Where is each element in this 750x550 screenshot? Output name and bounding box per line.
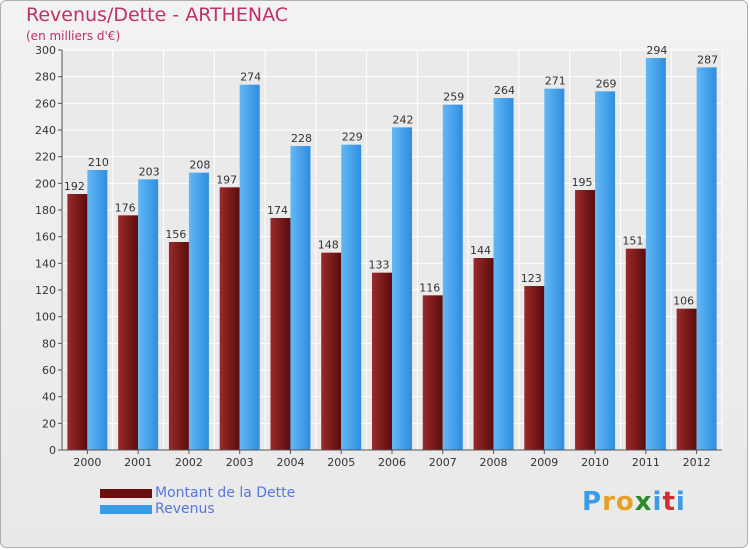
- data-label-debt: 156: [165, 228, 186, 241]
- y-tick-label: 40: [42, 391, 56, 404]
- chart-subtitle: (en milliers d'€): [26, 29, 121, 43]
- data-label-revenue: 264: [494, 84, 515, 97]
- logo-letter: i: [652, 487, 663, 517]
- data-label-debt: 174: [267, 204, 288, 217]
- bar-debt: [473, 258, 494, 450]
- legend: Montant de la Dette Revenus: [100, 485, 295, 517]
- bar-revenue: [645, 58, 666, 450]
- logo-letter: x: [634, 487, 653, 517]
- bar-debt: [118, 215, 139, 450]
- bar-debt: [321, 252, 342, 450]
- logo-letter: P: [582, 487, 603, 517]
- logo-letter: t: [662, 487, 676, 517]
- data-label-revenue: 229: [342, 131, 363, 144]
- y-tick-label: 140: [35, 257, 56, 270]
- bar-debt: [422, 295, 443, 450]
- y-tick-label: 160: [35, 231, 56, 244]
- y-tick-label: 100: [35, 311, 56, 324]
- y-tick-label: 60: [42, 364, 56, 377]
- proxiti-logo: Proxiti: [582, 487, 686, 517]
- y-tick-label: 120: [35, 284, 56, 297]
- data-label-debt: 176: [115, 201, 136, 214]
- data-label-debt: 133: [369, 259, 390, 272]
- data-label-revenue: 271: [545, 75, 566, 88]
- bar-revenue: [595, 91, 616, 450]
- y-tick-label: 280: [35, 71, 56, 84]
- legend-item-revenue: Revenus: [100, 501, 295, 517]
- data-label-revenue: 210: [88, 156, 109, 169]
- data-label-debt: 148: [318, 239, 339, 252]
- data-label-revenue: 208: [189, 159, 210, 172]
- bar-debt: [625, 248, 646, 450]
- bar-debt: [270, 218, 291, 450]
- bar-revenue: [239, 84, 260, 451]
- legend-item-debt: Montant de la Dette: [100, 485, 295, 501]
- x-tick-label: 2006: [378, 456, 406, 469]
- bar-revenue: [290, 146, 311, 450]
- y-tick-label: 220: [35, 151, 56, 164]
- bar-debt: [219, 187, 240, 451]
- bar-revenue: [544, 88, 565, 451]
- data-label-debt: 151: [622, 235, 643, 248]
- data-label-debt: 123: [521, 272, 542, 285]
- x-tick-label: 2009: [530, 456, 558, 469]
- x-tick-label: 2005: [327, 456, 355, 469]
- data-label-debt: 144: [470, 244, 491, 257]
- bar-debt: [575, 190, 596, 450]
- y-tick-label: 20: [42, 417, 56, 430]
- y-tick-label: 300: [35, 44, 56, 57]
- x-tick-label: 2007: [429, 456, 457, 469]
- x-tick-label: 2000: [73, 456, 101, 469]
- data-label-revenue: 228: [291, 132, 312, 145]
- data-label-revenue: 294: [646, 44, 667, 57]
- legend-label-revenue: Revenus: [155, 501, 215, 517]
- bar-revenue: [696, 67, 717, 450]
- x-tick-label: 2008: [480, 456, 508, 469]
- y-tick-label: 180: [35, 204, 56, 217]
- bar-revenue: [188, 172, 209, 450]
- x-tick-label: 2003: [226, 456, 254, 469]
- data-label-revenue: 269: [596, 77, 617, 90]
- y-tick-label: 260: [35, 97, 56, 110]
- data-label-revenue: 259: [443, 91, 464, 104]
- data-label-revenue: 242: [393, 113, 414, 126]
- bar-debt: [372, 272, 392, 450]
- logo-letter: i: [675, 487, 686, 517]
- bar-revenue: [87, 170, 108, 450]
- x-tick-label: 2002: [175, 456, 203, 469]
- data-label-debt: 192: [64, 180, 85, 193]
- bar-revenue: [138, 179, 159, 451]
- data-label-debt: 106: [673, 295, 694, 308]
- legend-label-debt: Montant de la Dette: [155, 485, 296, 501]
- x-tick-label: 2004: [276, 456, 304, 469]
- x-tick-label: 2010: [581, 456, 609, 469]
- bar-debt: [524, 286, 545, 450]
- y-tick-label: 200: [35, 177, 56, 190]
- legend-swatch-revenue: [100, 504, 152, 514]
- bar-debt: [67, 194, 88, 450]
- data-label-debt: 197: [216, 173, 237, 186]
- x-tick-label: 2012: [683, 456, 711, 469]
- data-label-revenue: 287: [697, 53, 718, 66]
- bar-revenue: [493, 98, 514, 450]
- data-label-revenue: 203: [139, 165, 160, 178]
- data-label-debt: 195: [572, 176, 593, 189]
- data-label-revenue: 274: [240, 71, 261, 84]
- chart-title: Revenus/Dette - ARTHENAC: [26, 4, 289, 26]
- bar-debt: [168, 242, 189, 450]
- logo-letter: r: [602, 487, 616, 517]
- bar-revenue: [392, 127, 412, 450]
- bar-debt: [676, 308, 697, 450]
- data-label-debt: 116: [419, 281, 440, 294]
- y-tick-label: 80: [42, 337, 56, 350]
- bar-revenue: [442, 104, 463, 451]
- logo-letter: o: [615, 487, 635, 517]
- x-tick-label: 2011: [632, 456, 660, 469]
- bar-revenue: [341, 144, 362, 450]
- y-tick-label: 0: [49, 444, 56, 457]
- y-tick-label: 240: [35, 124, 56, 137]
- legend-swatch-debt: [100, 488, 152, 498]
- x-tick-label: 2001: [124, 456, 152, 469]
